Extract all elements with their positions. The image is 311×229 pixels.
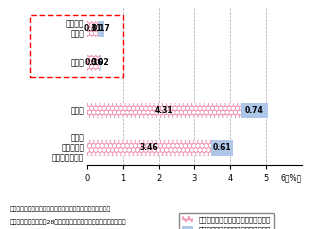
Bar xyxy=(87,103,241,118)
Bar xyxy=(87,21,98,37)
Bar xyxy=(87,103,241,118)
Text: （注）　研究開発実施企業の総売上高に対する研究費の割合: （注） 研究開発実施企業の総売上高に対する研究費の割合 xyxy=(9,206,111,212)
Bar xyxy=(87,55,100,71)
Text: 0.31: 0.31 xyxy=(83,25,102,33)
Legend: 総売上高に対する社内使用研究費比率, 総売上高に対する社外支出研究費比率: 総売上高に対する社内使用研究費比率, 総売上高に対する社外支出研究費比率 xyxy=(179,213,274,229)
Bar xyxy=(100,55,101,71)
Text: 資料）　総務省「平成28年科学技術研究調査」より国土交通省作成: 資料） 総務省「平成28年科学技術研究調査」より国土交通省作成 xyxy=(9,220,126,225)
Bar xyxy=(87,21,98,37)
Text: 0.02: 0.02 xyxy=(91,58,109,67)
Bar xyxy=(98,21,104,37)
Text: 3.46: 3.46 xyxy=(140,143,158,152)
Text: 6（%）: 6（%） xyxy=(281,173,302,182)
Bar xyxy=(87,140,211,155)
Text: 0.74: 0.74 xyxy=(245,106,264,115)
Text: 0.61: 0.61 xyxy=(212,143,231,152)
Bar xyxy=(87,55,100,71)
Bar xyxy=(241,103,268,118)
Bar xyxy=(211,140,233,155)
Text: 4.31: 4.31 xyxy=(155,106,174,115)
Text: 0.36: 0.36 xyxy=(84,58,103,67)
Text: 0.17: 0.17 xyxy=(92,25,111,33)
Bar xyxy=(87,140,211,155)
